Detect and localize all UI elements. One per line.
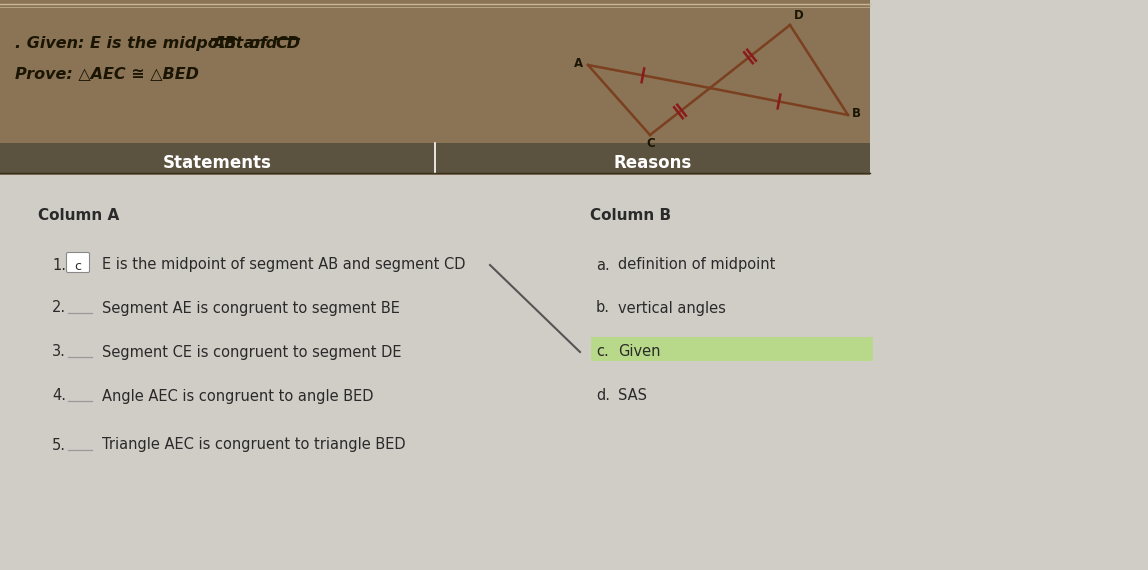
Text: Given: Given [618, 344, 660, 360]
Text: d.: d. [596, 389, 610, 404]
Polygon shape [0, 143, 870, 173]
Text: Triangle AEC is congruent to triangle BED: Triangle AEC is congruent to triangle BE… [102, 438, 405, 453]
Text: a.: a. [596, 258, 610, 272]
Text: . Given: E is the midpoint of: . Given: E is the midpoint of [15, 36, 272, 51]
Text: definition of midpoint: definition of midpoint [618, 258, 775, 272]
Text: 4.: 4. [52, 389, 65, 404]
Text: Segment AE is congruent to segment BE: Segment AE is congruent to segment BE [102, 300, 400, 316]
Text: E is the midpoint of segment AB and segment CD: E is the midpoint of segment AB and segm… [102, 258, 465, 272]
Text: Statements: Statements [163, 154, 272, 172]
Text: Segment CE is congruent to segment DE: Segment CE is congruent to segment DE [102, 344, 402, 360]
Text: b.: b. [596, 300, 610, 316]
FancyBboxPatch shape [67, 253, 90, 272]
Text: Column A: Column A [38, 208, 119, 223]
Text: c.: c. [596, 344, 608, 360]
Text: 2.: 2. [52, 300, 67, 316]
Text: C: C [646, 137, 654, 150]
Text: A: A [574, 57, 583, 70]
FancyBboxPatch shape [591, 337, 872, 361]
Text: c: c [75, 260, 82, 274]
Text: and: and [238, 36, 282, 51]
Text: vertical angles: vertical angles [618, 300, 726, 316]
Text: AB: AB [212, 36, 236, 51]
Text: Angle AEC is congruent to angle BED: Angle AEC is congruent to angle BED [102, 389, 373, 404]
Text: D: D [794, 9, 804, 22]
Text: 1.: 1. [52, 258, 65, 272]
Text: 3.: 3. [52, 344, 65, 360]
Text: B: B [852, 107, 861, 120]
Text: 5.: 5. [52, 438, 65, 453]
Text: SAS: SAS [618, 389, 647, 404]
Text: Reasons: Reasons [613, 154, 691, 172]
Polygon shape [0, 0, 870, 175]
Text: CD: CD [276, 36, 300, 51]
Text: Column B: Column B [590, 208, 672, 223]
Text: Prove: △AEC ≅ △BED: Prove: △AEC ≅ △BED [15, 66, 199, 81]
